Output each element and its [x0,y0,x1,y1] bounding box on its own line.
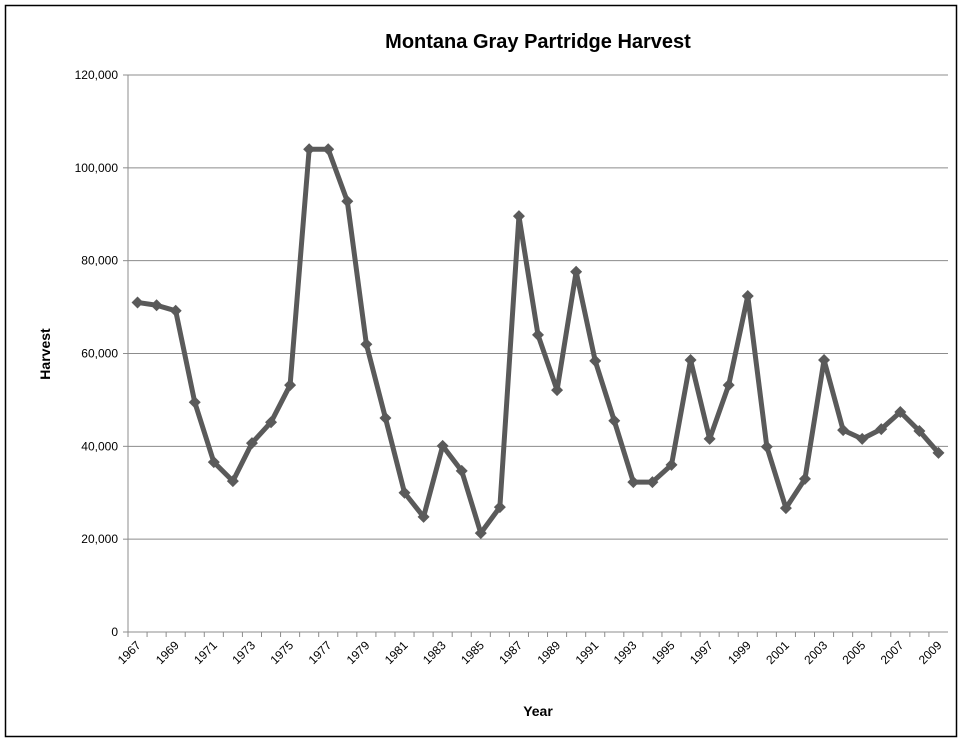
data-point [150,299,163,312]
data-point [188,396,201,409]
data-point [722,379,735,392]
chart-title: Montana Gray Partridge Harvest [385,31,691,53]
y-tick-label: 40,000 [81,439,118,453]
data-point [875,423,888,436]
data-point [474,527,487,540]
data-point [665,458,678,471]
data-point [398,486,411,499]
y-tick-label: 120,000 [75,68,119,82]
data-point [226,475,239,488]
data-point [779,502,792,515]
data-point [436,439,449,452]
data-point [894,405,907,418]
data-point [589,354,602,367]
data-point [932,446,945,459]
data-point [417,510,430,523]
data-point [455,464,468,477]
data-point [741,289,754,302]
y-tick-label: 60,000 [81,347,118,361]
y-tick-label: 20,000 [81,532,118,546]
data-point [532,328,544,341]
y-tick-label: 100,000 [75,161,119,175]
data-point [913,425,926,438]
x-axis-label: Year [523,703,553,719]
data-point [512,210,525,223]
data-point [207,456,220,469]
y-tick-label: 0 [111,625,118,639]
data-point [703,432,716,445]
y-tick-label: 80,000 [81,254,118,268]
chart-border [4,4,958,738]
data-point [303,143,316,156]
data-point [341,195,354,208]
data-point [837,424,850,437]
data-point [608,414,621,427]
data-point [627,476,640,489]
y-axis-label: Harvest [37,328,53,380]
data-point [322,143,335,156]
data-point [131,296,144,309]
data-point [570,265,583,278]
data-point [684,353,697,366]
data-point [551,384,564,397]
data-point [646,476,659,489]
data-point [265,416,278,429]
data-point [818,353,831,366]
data-point [493,501,506,514]
data-point [760,440,773,453]
data-point [379,412,392,425]
data-point [856,432,869,445]
data-point [169,304,182,317]
data-point [798,472,811,485]
data-point [360,338,373,351]
data-point [245,437,258,450]
data-point [284,379,297,392]
